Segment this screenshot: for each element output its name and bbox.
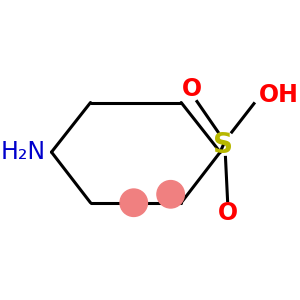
Text: H₂N: H₂N — [1, 140, 46, 164]
Text: O: O — [218, 201, 238, 225]
Circle shape — [120, 189, 147, 216]
Text: O: O — [182, 77, 202, 101]
Text: OH: OH — [259, 83, 299, 107]
Text: S: S — [213, 131, 233, 159]
Circle shape — [157, 181, 184, 208]
